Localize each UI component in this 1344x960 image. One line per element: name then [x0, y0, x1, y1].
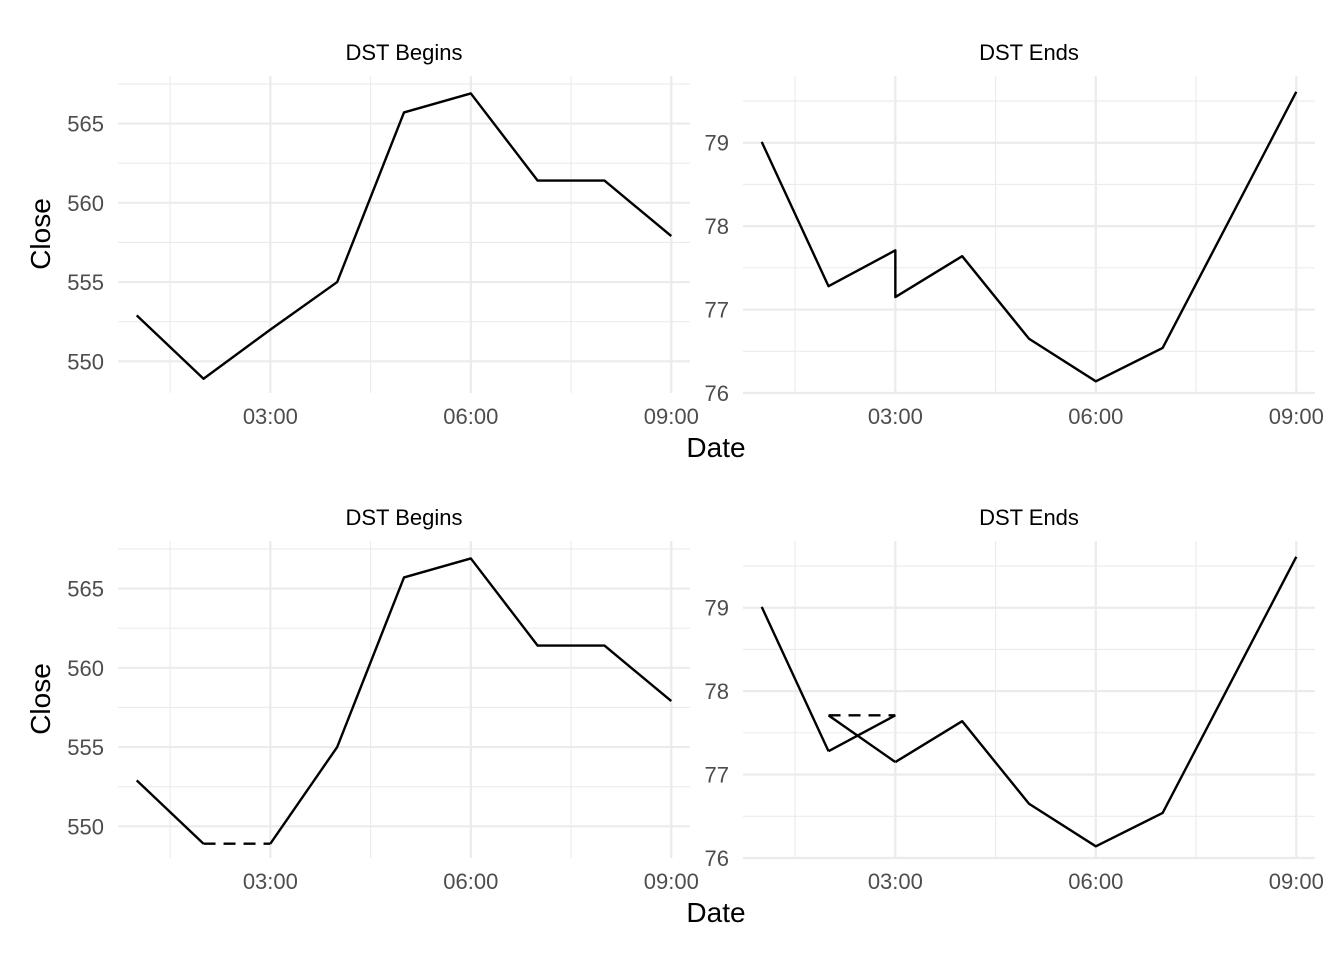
- x-tick-label: 03:00: [243, 869, 298, 894]
- y-tick-label: 560: [67, 656, 104, 681]
- x-tick-label: 09:00: [1269, 869, 1324, 894]
- panel-title: DST Ends: [979, 40, 1079, 65]
- x-axis-title: Date: [686, 897, 745, 928]
- panel-title: DST Begins: [346, 505, 463, 530]
- panel-4: 03:00 06:00 09:00 76 77 78 79 DST Ends: [705, 505, 1324, 894]
- y-tick-label: 76: [705, 846, 729, 871]
- overlap-segment: [827, 714, 897, 764]
- x-axis-title: Date: [686, 432, 745, 463]
- series-line: [894, 556, 1298, 848]
- panel-2: 03:00 06:00 09:00 76 77 78 79 DST Ends: [705, 40, 1324, 429]
- series-line: [760, 91, 1298, 383]
- y-tick-label: 560: [67, 191, 104, 216]
- x-tick-label: 03:00: [868, 404, 923, 429]
- x-tick-label: 09:00: [644, 869, 699, 894]
- y-tick-label: 79: [705, 131, 729, 156]
- y-tick-label: 550: [67, 814, 104, 839]
- y-tick-label: 76: [705, 381, 729, 406]
- x-tick-label: 03:00: [243, 404, 298, 429]
- series-line: [827, 714, 896, 753]
- y-tick-label: 555: [67, 270, 104, 295]
- x-tick-label: 06:00: [443, 869, 498, 894]
- y-tick-label: 78: [705, 679, 729, 704]
- panel-3: 03:00 06:00 09:00 550 555 560 565 DST Begins: [67, 505, 699, 894]
- panel-title: DST Begins: [346, 40, 463, 65]
- panel-title: DST Ends: [979, 505, 1079, 530]
- series-line: [135, 92, 673, 380]
- y-tick-label: 79: [705, 596, 729, 621]
- y-tick-label: 77: [705, 298, 729, 323]
- y-tick-label: 78: [705, 214, 729, 239]
- series-line: [135, 779, 205, 845]
- y-tick-label: 565: [67, 112, 104, 137]
- series-line: [760, 606, 830, 752]
- x-tick-label: 09:00: [644, 404, 699, 429]
- y-tick-label: 565: [67, 577, 104, 602]
- x-tick-label: 09:00: [1269, 404, 1324, 429]
- panel-1: 03:00 06:00 09:00 550 555 560 565 DST Begins: [67, 40, 699, 429]
- y-axis-title: Close: [25, 198, 56, 270]
- y-axis-title: Close: [25, 663, 56, 735]
- x-tick-label: 03:00: [868, 869, 923, 894]
- x-tick-label: 06:00: [443, 404, 498, 429]
- y-tick-label: 555: [67, 735, 104, 760]
- x-tick-label: 06:00: [1068, 404, 1123, 429]
- series-line: [269, 557, 673, 845]
- x-tick-label: 06:00: [1068, 869, 1123, 894]
- y-tick-label: 77: [705, 763, 729, 788]
- y-tick-label: 550: [67, 349, 104, 374]
